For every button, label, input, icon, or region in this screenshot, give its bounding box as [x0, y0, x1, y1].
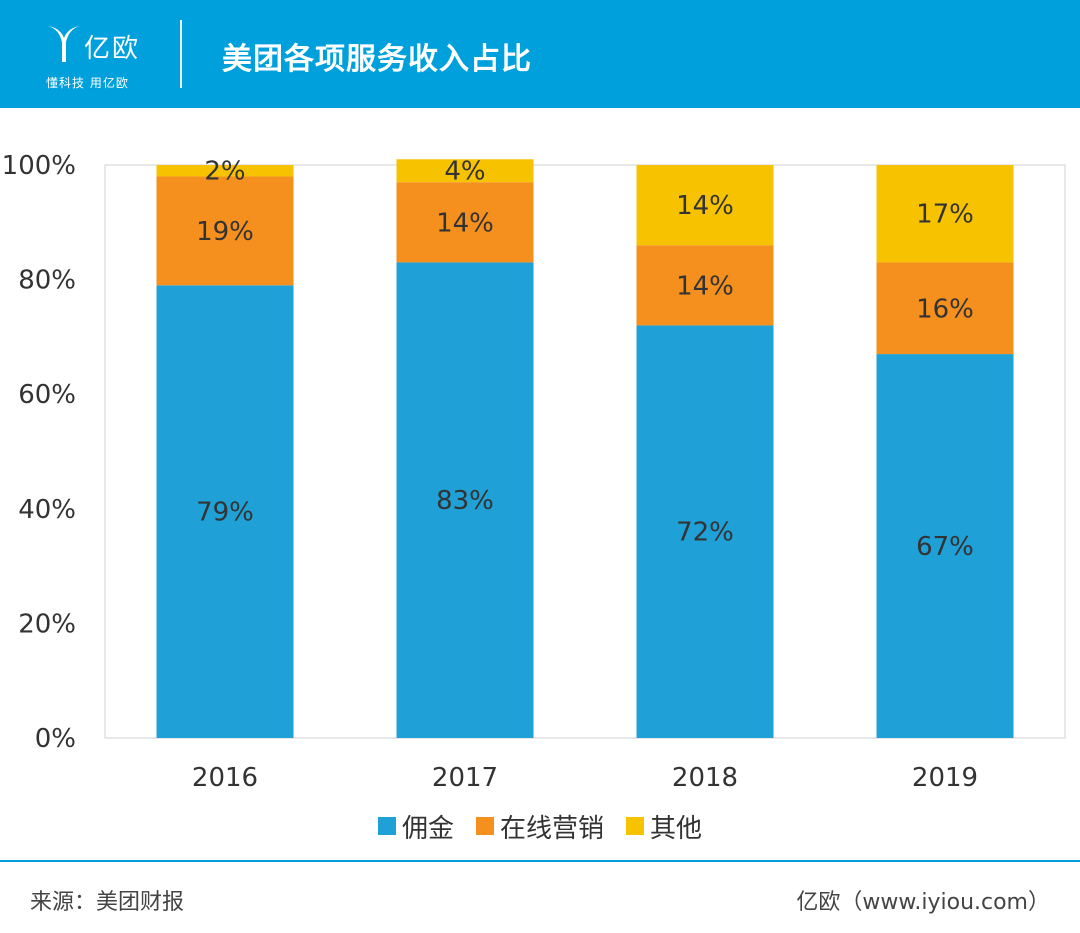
footer-credit: 亿欧（www.iyiou.com）: [796, 890, 1050, 915]
bar-segment-other-2019: [876, 165, 1014, 263]
logo-text: 亿欧: [84, 34, 141, 64]
data-label-commission-2017: 83%: [436, 486, 494, 516]
logo-slogan: 懂科技 用亿欧: [46, 76, 129, 90]
y-tick-label: 60%: [18, 380, 76, 410]
bar-segment-online-marketing-2018: [636, 245, 774, 326]
data-label-online-marketing-2018: 14%: [676, 271, 734, 301]
legend-item-commission: 佣金: [377, 808, 454, 845]
footer-divider: [0, 860, 1080, 862]
bar-segment-other-2018: [636, 165, 774, 246]
y-tick-label: 100%: [2, 151, 76, 181]
x-tick-label: 2017: [432, 763, 498, 793]
legend-label-other: 其他: [650, 813, 703, 844]
legend-item-online-marketing: 在线营销: [475, 808, 604, 845]
legend-item-other: 其他: [626, 808, 702, 845]
data-label-other-2019: 17%: [916, 200, 974, 230]
bar-segment-other-2016: [156, 165, 294, 177]
stacked-bar-chart: 79% 19% 2% 83% 14% 4% 72% 14% 14% 67% 16% 17% 0% 20%…: [2, 151, 1066, 793]
header-banner: 亿欧 懂科技 用亿欧 美团各项服务收入占比: [0, 0, 1080, 108]
data-label-commission-2018: 72%: [676, 518, 734, 548]
data-label-other-2017: 4%: [444, 157, 485, 187]
legend: 佣金 在线营销 其他: [0, 806, 1080, 846]
bar-segment-online-marketing-2016: [156, 176, 294, 286]
data-label-other-2018: 14%: [676, 191, 734, 221]
y-tick-label: 0%: [35, 724, 76, 754]
plot-frame: [104, 164, 1066, 739]
bar-segment-commission-2016: [156, 285, 294, 738]
logo: 亿欧 懂科技 用亿欧: [40, 18, 170, 90]
bar-segment-online-marketing-2019: [876, 262, 1014, 355]
legend-label-commission: 佣金: [401, 813, 454, 844]
legend-swatch-commission: [377, 817, 396, 835]
data-label-online-marketing-2017: 14%: [436, 208, 494, 238]
data-label-online-marketing-2016: 19%: [196, 217, 254, 247]
data-label-online-marketing-2019: 16%: [916, 294, 974, 324]
footer-source: 来源：美团财报: [30, 890, 185, 915]
bar-segment-online-marketing-2017: [396, 182, 534, 263]
bar-segment-other-2017: [396, 159, 534, 183]
data-label-commission-2019: 67%: [916, 532, 974, 562]
logo-y-icon: [48, 26, 80, 62]
bar-segment-commission-2019: [876, 354, 1014, 738]
legend-label-online-marketing: 在线营销: [499, 813, 604, 844]
legend-swatch-online-marketing: [475, 817, 494, 835]
page-title: 美团各项服务收入占比: [222, 42, 532, 77]
x-tick-label: 2018: [672, 763, 738, 793]
data-label-other-2016: 2%: [204, 157, 245, 187]
y-tick-label: 40%: [18, 495, 76, 525]
y-tick-label: 80%: [18, 266, 76, 296]
bar-segment-commission-2017: [396, 262, 534, 738]
header-divider: [180, 20, 182, 88]
legend-swatch-other: [626, 817, 644, 835]
x-tick-label: 2016: [192, 763, 258, 793]
bar-segment-commission-2018: [636, 325, 774, 738]
bars-layer: 79% 19% 2% 83% 14% 4% 72% 14% 14% 67% 16% 17%: [156, 157, 1014, 738]
data-label-commission-2016: 79%: [196, 498, 254, 528]
ticks-layer: 0% 20% 40% 60% 80% 100% 2016 2017 2018 2019: [2, 151, 978, 793]
x-tick-label: 2019: [912, 763, 978, 793]
y-tick-label: 20%: [18, 609, 76, 639]
